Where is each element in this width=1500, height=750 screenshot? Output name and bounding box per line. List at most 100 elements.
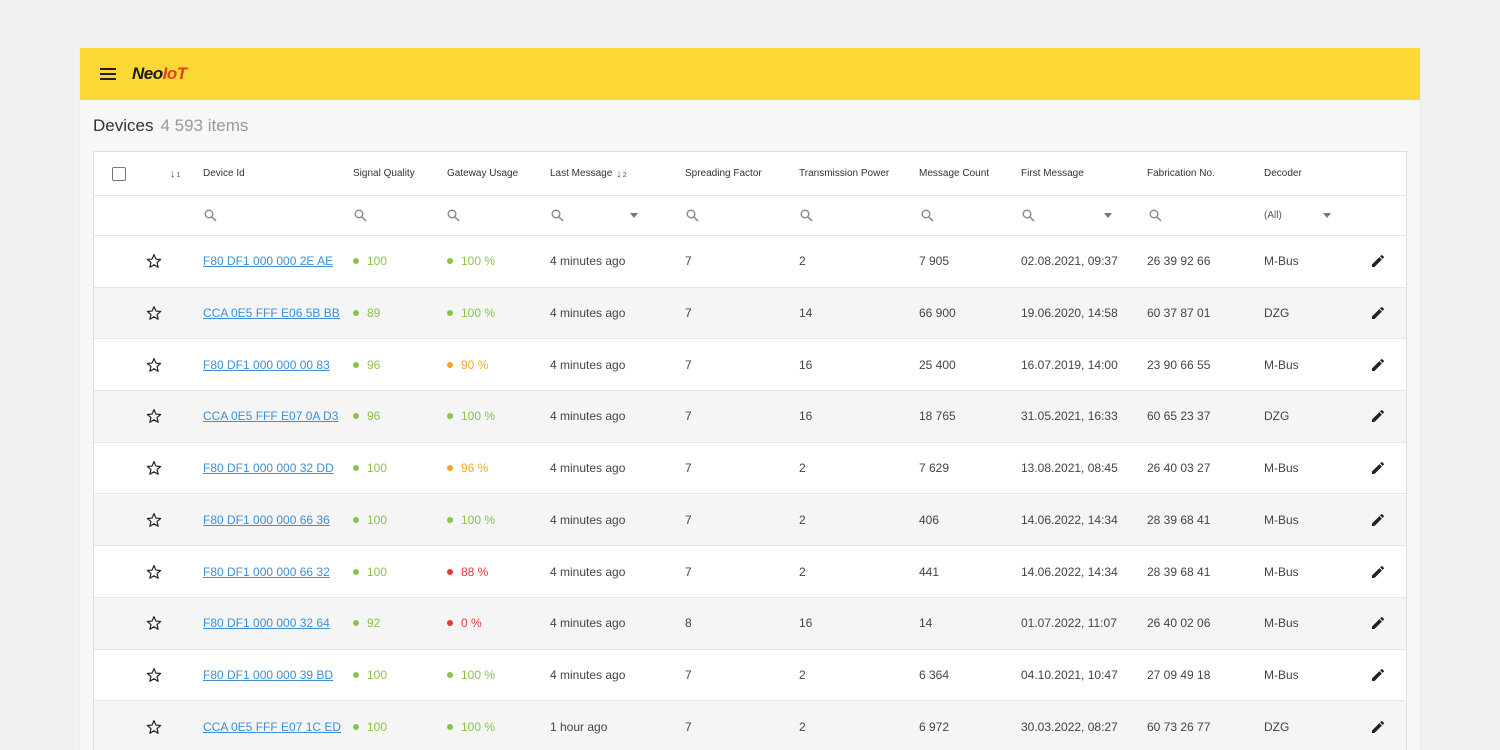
table-row[interactable]: F80 DF1 000 000 66 32 100 88 % 4 minutes ag… (94, 546, 1406, 598)
edit-pencil-icon[interactable] (1370, 339, 1386, 390)
device-id-link-text[interactable]: F80 DF1 000 000 66 36 (203, 512, 330, 527)
signal-search-icon[interactable] (354, 196, 367, 235)
favorite-star-icon[interactable] (146, 391, 162, 442)
edit-pencil-icon[interactable] (1370, 391, 1386, 442)
message-count-value: 7 629 (919, 443, 949, 494)
col-device-id[interactable]: Device Id (203, 168, 245, 179)
last-message-filter-dropdown[interactable] (630, 196, 638, 235)
favorite-star-icon[interactable] (146, 546, 162, 597)
table-row[interactable]: F80 DF1 000 000 2E AE 100 100 % 4 minutes a… (94, 236, 1406, 288)
decoder-value-text: M-Bus (1264, 512, 1299, 527)
first-message-value: 30.03.2022, 08:27 (1021, 701, 1118, 750)
message-count-value-text: 25 400 (919, 357, 956, 372)
edit-pencil-icon[interactable] (1370, 495, 1386, 546)
gateway-usage-value-text: 96 % (461, 461, 489, 476)
favorite-star-icon[interactable] (146, 288, 162, 339)
first-message-search-icon[interactable] (1022, 196, 1035, 235)
favorite-star-icon[interactable] (146, 701, 162, 750)
col-last-message[interactable]: Last Message ↓ 2 (550, 152, 627, 195)
device-id-link-text[interactable]: CCA 0E5 FFF E07 0A D3 (203, 409, 339, 424)
col-message-count[interactable]: Message Count (919, 168, 990, 179)
select-all-checkbox[interactable] (112, 166, 126, 181)
favorite-star-icon[interactable] (146, 236, 162, 287)
fabrication-no-value-text: 27 09 49 18 (1147, 667, 1211, 682)
device-id-link-text[interactable]: F80 DF1 000 000 32 DD (203, 461, 334, 476)
favorite-star-icon[interactable] (146, 443, 162, 494)
table-row[interactable]: CCA 0E5 FFF E06 5B BB 89 100 % 4 minutes ag… (94, 287, 1406, 340)
table-row[interactable]: CCA 0E5 FFF E07 0A D3 96 100 % 4 minutes ag… (94, 391, 1406, 443)
last-message-search-icon[interactable] (551, 196, 564, 235)
chevron-down-icon (1104, 213, 1112, 218)
device-id-link[interactable]: F80 DF1 000 000 66 32 (203, 546, 330, 597)
message-count-value-text: 7 629 (919, 461, 950, 476)
device-id-link-text[interactable]: CCA 0E5 FFF E06 5B BB (203, 306, 340, 321)
logo[interactable]: Neo IoT (132, 64, 187, 84)
favorite-star-icon[interactable] (146, 339, 162, 390)
last-message-value: 4 minutes ago (550, 236, 625, 287)
edit-pencil-icon[interactable] (1370, 650, 1386, 701)
decoder-filter-select[interactable]: (All) (1264, 196, 1282, 235)
favorite-star-icon[interactable] (146, 650, 162, 701)
table-row[interactable]: F80 DF1 000 000 32 DD 100 96 % 4 minutes ag… (94, 443, 1406, 495)
device-id-link[interactable]: F80 DF1 000 000 39 BD (203, 650, 333, 701)
device-id-link[interactable]: CCA 0E5 FFF E07 1C ED (203, 701, 341, 750)
grid-filter-row: (All) (94, 196, 1406, 236)
device-id-link-text[interactable]: CCA 0E5 FFF E07 1C ED (203, 719, 342, 734)
device-id-link[interactable]: CCA 0E5 FFF E06 5B BB (203, 288, 340, 339)
edit-pencil-icon[interactable] (1370, 546, 1386, 597)
status-dot (353, 568, 359, 575)
edit-pencil-icon[interactable] (1370, 598, 1386, 649)
table-row[interactable]: F80 DF1 000 000 00 83 96 90 % 4 minutes ago… (94, 339, 1406, 392)
spreading-factor-value-text: 7 (685, 667, 692, 682)
device-id-link-text[interactable]: F80 DF1 000 000 39 BD (203, 667, 334, 682)
device-id-link[interactable]: F80 DF1 000 000 00 83 (203, 339, 330, 390)
device-id-link[interactable]: F80 DF1 000 000 66 36 (203, 495, 330, 546)
device-id-link-text[interactable]: F80 DF1 000 000 32 64 (203, 616, 330, 631)
status-dot (353, 516, 359, 523)
spreading-search-icon[interactable] (686, 196, 699, 235)
device-id-link[interactable]: CCA 0E5 FFF E07 0A D3 (203, 391, 338, 442)
edit-pencil-icon[interactable] (1370, 701, 1386, 750)
col-transmission-power[interactable]: Transmission Power (799, 168, 890, 179)
transmission-power-value-text: 2 (799, 461, 806, 476)
edit-pencil-icon[interactable] (1370, 288, 1386, 339)
device-id-link[interactable]: F80 DF1 000 000 32 64 (203, 598, 330, 649)
device-id-link[interactable]: F80 DF1 000 000 2E AE (203, 236, 333, 287)
decoder-filter-dropdown[interactable] (1323, 196, 1331, 235)
message-count-value: 6 972 (919, 701, 949, 750)
spreading-factor-value: 8 (685, 598, 692, 649)
signal-quality-value-text: 100 (367, 512, 388, 527)
device-id-link-text[interactable]: F80 DF1 000 000 00 83 (203, 357, 330, 372)
menu-icon[interactable] (98, 64, 118, 84)
spreading-factor-value-text: 7 (685, 357, 692, 372)
col-spreading-factor[interactable]: Spreading Factor (685, 168, 762, 179)
col-first-message[interactable]: First Message (1021, 168, 1084, 179)
favorite-star-icon[interactable] (146, 495, 162, 546)
first-message-filter-dropdown[interactable] (1104, 196, 1112, 235)
msg-count-search-icon[interactable] (921, 196, 934, 235)
table-row[interactable]: F80 DF1 000 000 32 64 92 0 % 4 minutes ago 8… (94, 597, 1406, 650)
col-signal-quality[interactable]: Signal Quality (353, 168, 415, 179)
favorite-sort-header[interactable]: ↓ 1 (170, 152, 180, 195)
device-id-search-icon[interactable] (204, 196, 217, 235)
fabrication-search-icon[interactable] (1149, 196, 1162, 235)
table-row[interactable]: CCA 0E5 FFF E07 1C ED 100 100 % 1 hour ago 7… (94, 701, 1406, 750)
edit-pencil-icon[interactable] (1370, 443, 1386, 494)
first-message-value: 14.06.2022, 14:34 (1021, 546, 1118, 597)
edit-pencil-icon[interactable] (1370, 236, 1386, 287)
col-fabrication-no[interactable]: Fabrication No. (1147, 168, 1215, 179)
device-id-link[interactable]: F80 DF1 000 000 32 DD (203, 443, 334, 494)
device-id-link-text[interactable]: F80 DF1 000 000 2E AE (203, 254, 334, 269)
table-row[interactable]: F80 DF1 000 000 39 BD 100 100 % 4 minutes a… (94, 650, 1406, 702)
favorite-star-icon[interactable] (146, 598, 162, 649)
spreading-factor-value: 7 (685, 391, 692, 442)
fabrication-no-value-text: 28 39 68 41 (1147, 512, 1211, 527)
gateway-usage-value: 100 % (447, 495, 495, 546)
message-count-value-text: 441 (919, 564, 940, 579)
col-decoder[interactable]: Decoder (1264, 168, 1302, 179)
table-row[interactable]: F80 DF1 000 000 66 36 100 100 % 4 minutes a… (94, 494, 1406, 547)
device-id-link-text[interactable]: F80 DF1 000 000 66 32 (203, 564, 330, 579)
gateway-search-icon[interactable] (447, 196, 460, 235)
col-gateway-usage[interactable]: Gateway Usage (447, 168, 519, 179)
tx-power-search-icon[interactable] (800, 196, 813, 235)
